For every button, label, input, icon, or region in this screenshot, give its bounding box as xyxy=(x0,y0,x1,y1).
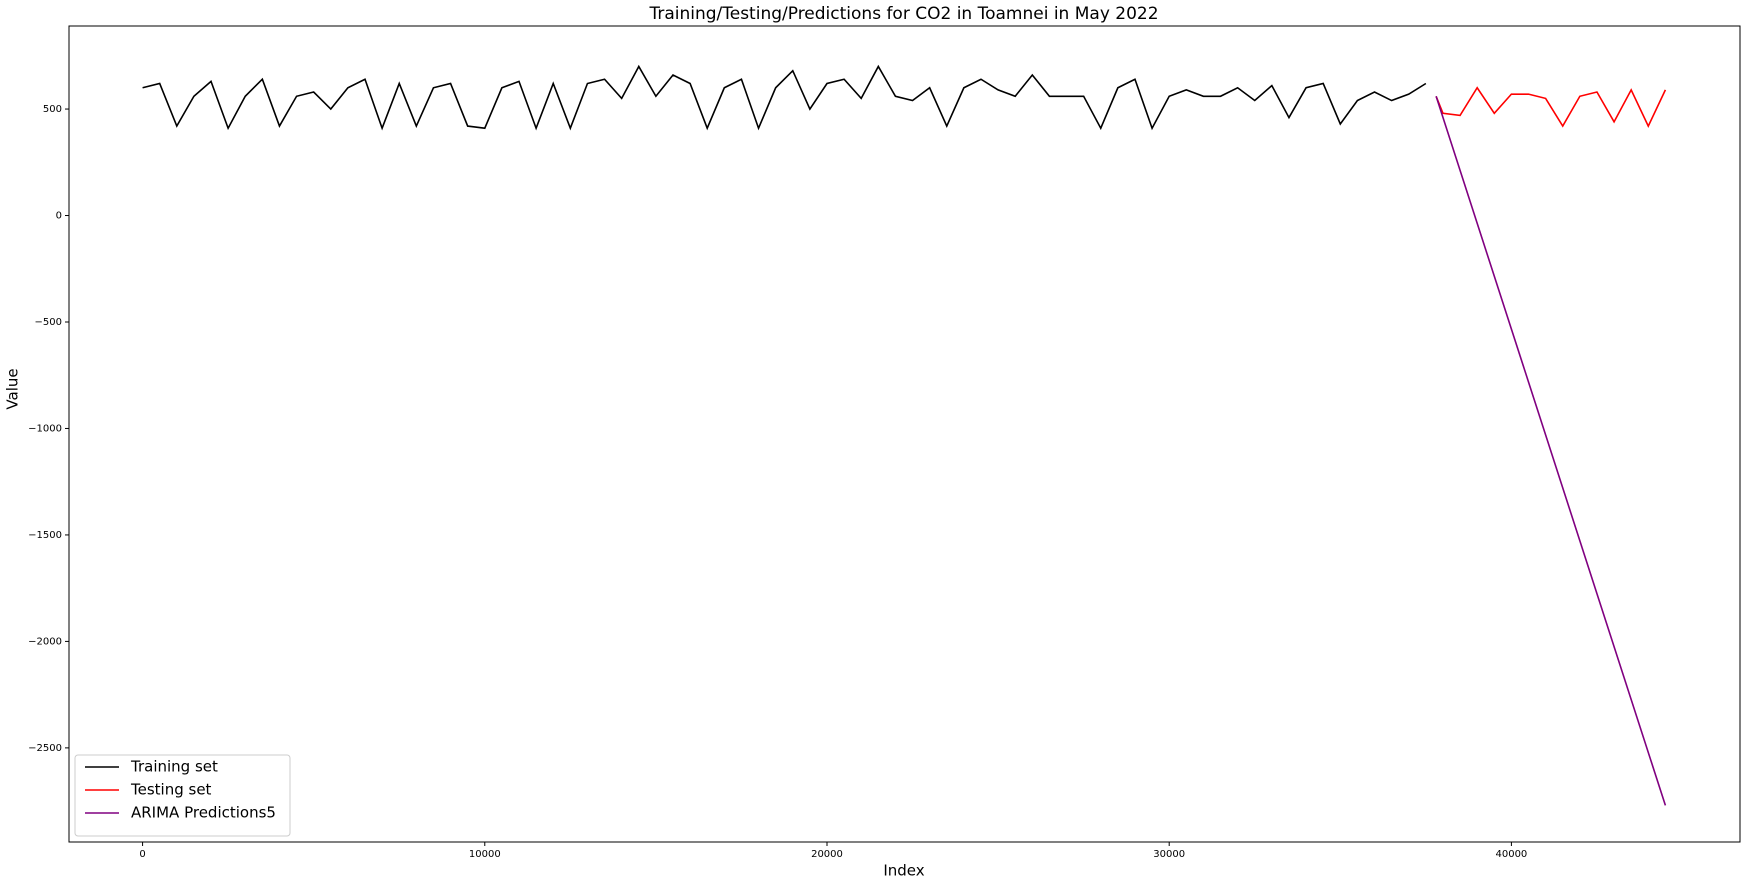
legend-text: Training set xyxy=(130,758,218,776)
y-tick-label: 500 xyxy=(43,104,62,115)
y-axis-label: Value xyxy=(4,368,22,409)
plot-frame xyxy=(68,25,1741,843)
series-line xyxy=(142,64,1427,131)
x-tick-label: 20000 xyxy=(811,849,843,860)
legend-text: ARIMA Predictions5 xyxy=(131,804,276,822)
y-tick-label: 0 xyxy=(56,211,62,222)
y-tick-label: −2500 xyxy=(28,743,62,754)
legend-box xyxy=(74,754,291,837)
y-tick-label: −1500 xyxy=(28,530,62,541)
x-tick-label: 0 xyxy=(139,849,145,860)
x-tick-label: 30000 xyxy=(1153,849,1185,860)
chart-title: Training/Testing/Predictions for CO2 in … xyxy=(648,4,1158,24)
y-tick-label: −500 xyxy=(35,317,62,328)
series-line xyxy=(1435,96,1667,806)
y-tick-label: −1000 xyxy=(28,423,62,434)
x-tick-label: 10000 xyxy=(469,849,501,860)
y-tick-label: −2000 xyxy=(28,636,62,647)
x-axis-label: Index xyxy=(883,862,924,880)
series-line xyxy=(1435,86,1667,128)
x-tick-label: 40000 xyxy=(1495,849,1527,860)
legend-text: Testing set xyxy=(130,781,212,799)
